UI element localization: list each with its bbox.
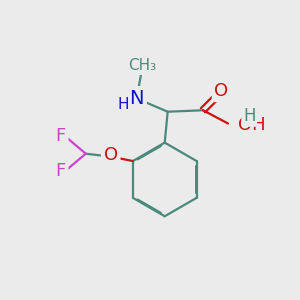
Text: F: F (56, 127, 66, 145)
Text: OH: OH (238, 116, 266, 134)
Text: F: F (56, 162, 66, 180)
Text: CH₃: CH₃ (129, 58, 157, 73)
Text: N: N (130, 89, 144, 108)
Text: O: O (104, 146, 118, 164)
Text: H: H (118, 98, 129, 112)
Text: H: H (243, 107, 256, 125)
Text: O: O (214, 82, 229, 100)
